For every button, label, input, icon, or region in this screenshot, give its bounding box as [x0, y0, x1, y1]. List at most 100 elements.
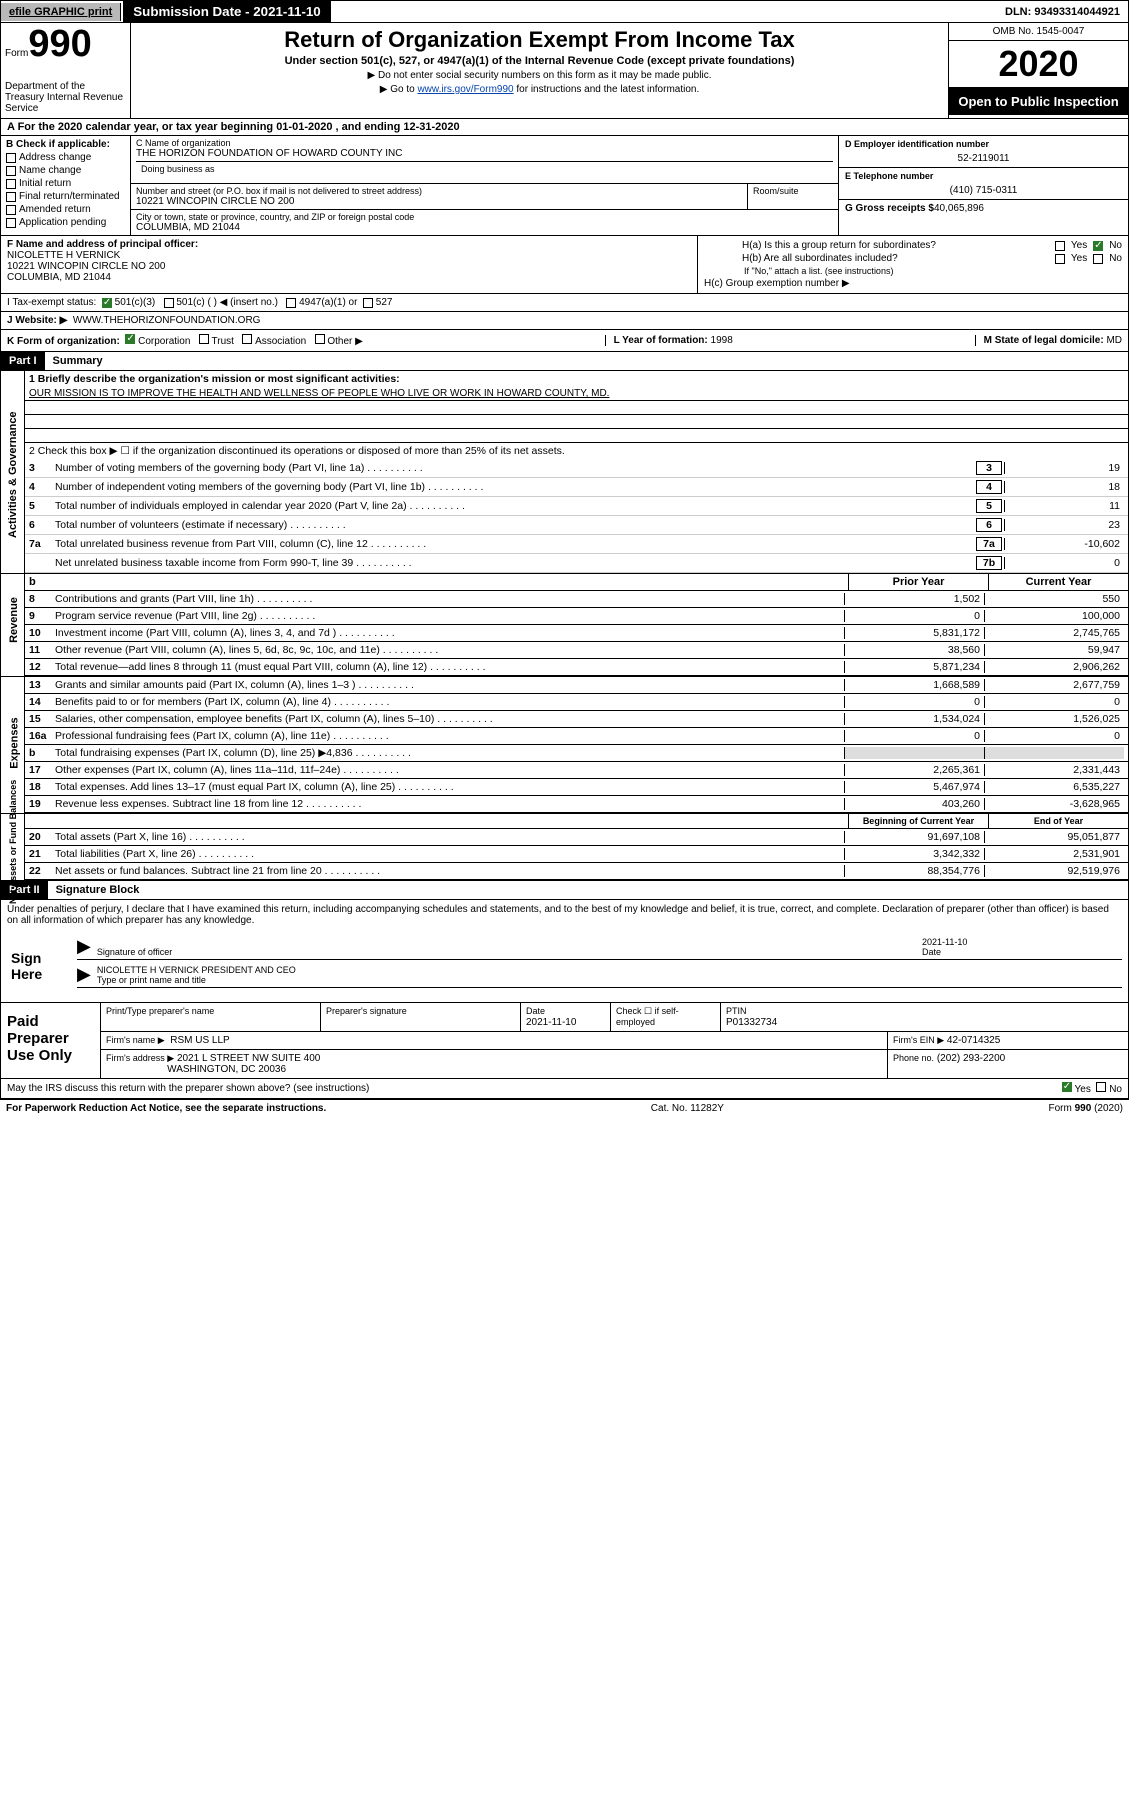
expense-line: 16aProfessional fundraising fees (Part I… — [25, 728, 1128, 745]
arrow-icon: ▶ — [77, 964, 91, 985]
note-1: ▶ Do not enter social security numbers o… — [139, 70, 940, 81]
chk-amended[interactable] — [6, 205, 16, 215]
chk-assoc[interactable] — [242, 334, 252, 344]
netassets-line: 21Total liabilities (Part X, line 26)3,3… — [25, 846, 1128, 863]
phone-cell: E Telephone number (410) 715-0311 — [839, 168, 1128, 200]
expenses-section: Expenses 13Grants and similar amounts pa… — [0, 677, 1129, 814]
suite-cell: Room/suite — [748, 184, 838, 209]
chk-ha-no[interactable] — [1093, 241, 1103, 251]
col-b-checkboxes: B Check if applicable: Address change Na… — [1, 136, 131, 235]
discuss-row: May the IRS discuss this return with the… — [0, 1079, 1129, 1099]
expense-line: 14Benefits paid to or for members (Part … — [25, 694, 1128, 711]
net-col-headers: Beginning of Current Year End of Year — [25, 814, 1128, 829]
topbar: efile GRAPHIC print Submission Date - 20… — [0, 0, 1129, 23]
summary-line: 4Number of independent voting members of… — [25, 478, 1128, 497]
chk-initial-return[interactable] — [6, 179, 16, 189]
summary-line: 6Total number of volunteers (estimate if… — [25, 516, 1128, 535]
note-2: ▶ Go to www.irs.gov/Form990 for instruct… — [139, 84, 940, 95]
revenue-line: 12Total revenue—add lines 8 through 11 (… — [25, 659, 1128, 676]
expense-line: bTotal fundraising expenses (Part IX, co… — [25, 745, 1128, 762]
prep-row-2: Firm's name ▶ RSM US LLP Firm's EIN ▶ 42… — [101, 1032, 1128, 1050]
gross-receipts-cell: G Gross receipts $40,065,896 — [839, 200, 1128, 217]
dln-label: DLN: 93493314044921 — [997, 3, 1128, 21]
summary-line: 3Number of voting members of the governi… — [25, 459, 1128, 478]
form-number-box: Form990 Department of the Treasury Inter… — [1, 23, 131, 118]
efile-link[interactable]: efile GRAPHIC print — [1, 3, 121, 21]
governance-section: Activities & Governance 1 Briefly descri… — [0, 371, 1129, 574]
row-j: J Website: ▶ WWW.THEHORIZONFOUNDATION.OR… — [0, 312, 1129, 330]
ein-cell: D Employer identification number 52-2119… — [839, 136, 1128, 168]
line-1: 1 Briefly describe the organization's mi… — [25, 371, 1128, 387]
chk-corp[interactable] — [125, 334, 135, 344]
chk-501c[interactable] — [164, 298, 174, 308]
chk-4947[interactable] — [286, 298, 296, 308]
footer: For Paperwork Reduction Act Notice, see … — [0, 1099, 1129, 1117]
summary-line: 5Total number of individuals employed in… — [25, 497, 1128, 516]
netassets-section: Net Assets or Fund Balances Beginning of… — [0, 814, 1129, 881]
chk-other[interactable] — [315, 334, 325, 344]
col-c: C Name of organization THE HORIZON FOUND… — [131, 136, 838, 235]
form-subtitle: Under section 501(c), 527, or 4947(a)(1)… — [139, 55, 940, 67]
expense-line: 18Total expenses. Add lines 13–17 (must … — [25, 779, 1128, 796]
chk-discuss-yes[interactable] — [1062, 1082, 1072, 1092]
row-a: A For the 2020 calendar year, or tax yea… — [0, 119, 1129, 136]
declaration-text: Under penalties of perjury, I declare th… — [0, 900, 1129, 930]
part-1-header: Part I Summary — [0, 352, 1129, 371]
arrow-icon: ▶ — [77, 936, 91, 957]
part-2-header: Part II Signature Block — [0, 881, 1129, 900]
revenue-line: 11Other revenue (Part VIII, column (A), … — [25, 642, 1128, 659]
mission-text: OUR MISSION IS TO IMPROVE THE HEALTH AND… — [29, 388, 609, 399]
revenue-line: 8Contributions and grants (Part VIII, li… — [25, 591, 1128, 608]
irs-link[interactable]: www.irs.gov/Form990 — [417, 84, 513, 95]
dept-text: Department of the Treasury Internal Reve… — [5, 81, 126, 114]
row-k: K Form of organization: Corporation Trus… — [0, 330, 1129, 352]
chk-discuss-no[interactable] — [1096, 1082, 1106, 1092]
open-public-label: Open to Public Inspection — [949, 88, 1128, 115]
tab-netassets: Net Assets or Fund Balances — [1, 814, 25, 880]
prep-row-3: Firm's address ▶ 2021 L STREET NW SUITE … — [101, 1050, 1128, 1078]
header-grid: B Check if applicable: Address change Na… — [0, 136, 1129, 236]
revenue-section: Revenue b Prior Year Current Year 8Contr… — [0, 574, 1129, 677]
chk-501c3[interactable] — [102, 298, 112, 308]
tab-revenue: Revenue — [1, 574, 25, 676]
col-right: D Employer identification number 52-2119… — [838, 136, 1128, 235]
form-title: Return of Organization Exempt From Incom… — [139, 27, 940, 53]
chk-hb-yes[interactable] — [1055, 254, 1065, 264]
expense-line: 19Revenue less expenses. Subtract line 1… — [25, 796, 1128, 813]
chk-application-pending[interactable] — [6, 218, 16, 228]
chk-final-return[interactable] — [6, 192, 16, 202]
form-word: Form — [5, 48, 28, 59]
expense-line: 17Other expenses (Part IX, column (A), l… — [25, 762, 1128, 779]
chk-name-change[interactable] — [6, 166, 16, 176]
sign-here-block: Sign Here ▶ Signature of officer 2021-11… — [0, 930, 1129, 1003]
paid-preparer-label: Paid Preparer Use Only — [1, 1003, 101, 1078]
revenue-line: 10Investment income (Part VIII, column (… — [25, 625, 1128, 642]
chk-hb-no[interactable] — [1093, 254, 1103, 264]
chk-ha-yes[interactable] — [1055, 241, 1065, 251]
col-b-label: B Check if applicable: — [6, 139, 125, 150]
expense-line: 15Salaries, other compensation, employee… — [25, 711, 1128, 728]
year-box: OMB No. 1545-0047 2020 Open to Public In… — [948, 23, 1128, 118]
street-cell: Number and street (or P.O. box if mail i… — [131, 184, 748, 209]
org-name: THE HORIZON FOUNDATION OF HOWARD COUNTY … — [136, 148, 833, 159]
omb-number: OMB No. 1545-0047 — [949, 23, 1128, 41]
summary-line: 7aTotal unrelated business revenue from … — [25, 535, 1128, 554]
chk-trust[interactable] — [199, 334, 209, 344]
netassets-line: 22Net assets or fund balances. Subtract … — [25, 863, 1128, 880]
form-header: Form990 Department of the Treasury Inter… — [0, 23, 1129, 119]
group-return: H(a) Is this a group return for subordin… — [698, 236, 1128, 293]
prep-row-1: Print/Type preparer's name Preparer's si… — [101, 1003, 1128, 1032]
expense-line: 13Grants and similar amounts paid (Part … — [25, 677, 1128, 694]
city-cell: City or town, state or province, country… — [131, 210, 838, 235]
sign-here-label: Sign Here — [7, 934, 77, 998]
row-i: I Tax-exempt status: 501(c)(3) 501(c) ( … — [0, 294, 1129, 312]
row-f-h: F Name and address of principal officer:… — [0, 236, 1129, 294]
chk-address-change[interactable] — [6, 153, 16, 163]
submission-date-button[interactable]: Submission Date - 2021-11-10 — [123, 1, 330, 22]
rev-col-headers: b Prior Year Current Year — [25, 574, 1128, 591]
line-2: 2 Check this box ▶ ☐ if the organization… — [25, 443, 1128, 459]
org-name-cell: C Name of organization THE HORIZON FOUND… — [131, 136, 838, 183]
chk-527[interactable] — [363, 298, 373, 308]
tab-governance: Activities & Governance — [1, 371, 25, 573]
form-number: 990 — [28, 23, 91, 65]
